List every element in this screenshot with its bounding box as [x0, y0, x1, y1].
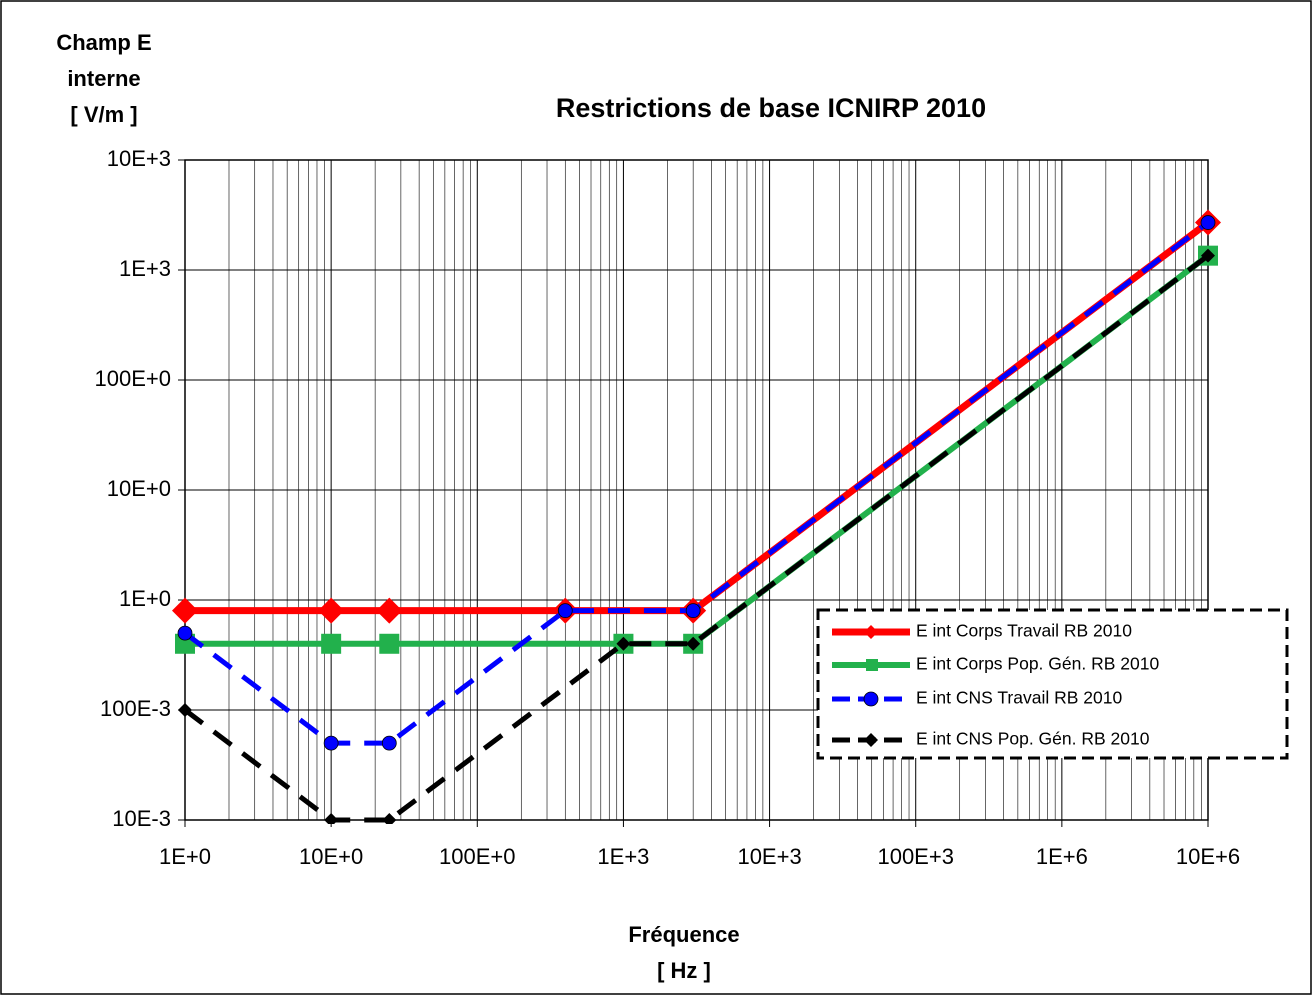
point — [379, 633, 400, 654]
x-tick-label: 100E+3 — [877, 844, 953, 869]
y-tick-label: 10E+0 — [107, 476, 171, 501]
legend-marker — [863, 691, 879, 707]
point — [324, 813, 339, 824]
y-tick-label: 10E-3 — [112, 806, 171, 831]
plot-border — [184, 159, 1209, 821]
chart-title: Restrictions de base ICNIRP 2010 — [556, 93, 986, 123]
series — [177, 215, 1216, 751]
x-axis-label: Fréquence — [628, 922, 739, 947]
series-line — [183, 253, 1210, 823]
point — [376, 597, 403, 624]
point — [172, 597, 198, 624]
point — [685, 603, 701, 619]
x-tick-label: 1E+3 — [597, 844, 649, 869]
legend-marker — [864, 733, 878, 747]
x-tick-label: 10E+3 — [737, 844, 801, 869]
y-tick-label: 1E+3 — [119, 256, 171, 281]
point — [381, 735, 397, 751]
point — [318, 597, 345, 624]
legend-label: E int Corps Travail RB 2010 — [916, 621, 1132, 641]
point — [178, 703, 192, 717]
x-tick-label: 10E+0 — [299, 844, 363, 869]
x-axis-label: [ Hz ] — [657, 958, 711, 983]
point — [177, 625, 193, 641]
x-tick-label: 100E+0 — [439, 844, 515, 869]
x-tick-label: 1E+6 — [1036, 844, 1088, 869]
point — [616, 636, 631, 651]
point — [382, 813, 397, 824]
x-tick-label: 10E+6 — [1176, 844, 1240, 869]
y-axis-label: Champ E — [56, 30, 151, 55]
point — [686, 636, 701, 651]
legend-label: E int CNS Pop. Gén. RB 2010 — [916, 729, 1150, 749]
legend-marker — [866, 659, 878, 671]
series — [178, 248, 1215, 824]
point — [557, 603, 573, 619]
legend-marker — [864, 625, 878, 639]
y-tick-label: 100E+0 — [95, 366, 171, 391]
y-axis-label: interne — [67, 66, 140, 91]
point — [1201, 248, 1215, 263]
y-tick-label: 1E+0 — [119, 586, 171, 611]
point — [323, 735, 339, 751]
legend-label: E int Corps Pop. Gén. RB 2010 — [916, 654, 1159, 674]
point — [1200, 215, 1216, 230]
series-line — [185, 253, 1210, 647]
y-tick-label: 10E+3 — [107, 146, 171, 171]
y-tick-label: 100E-3 — [100, 696, 171, 721]
x-tick-label: 1E+0 — [159, 844, 211, 869]
point — [321, 633, 342, 654]
y-axis-label: [ V/m ] — [70, 102, 137, 127]
legend-label: E int CNS Travail RB 2010 — [916, 688, 1122, 708]
series-line — [183, 220, 1210, 746]
